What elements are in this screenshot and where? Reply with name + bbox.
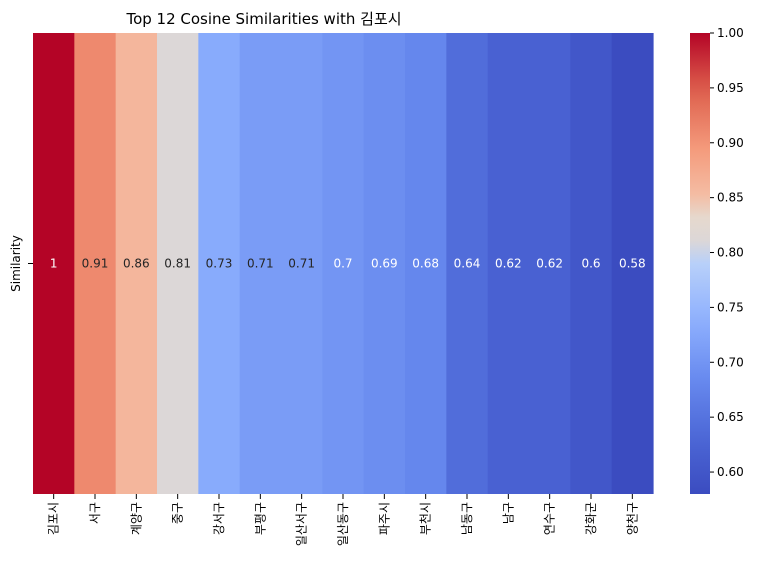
chart-title: Top 12 Cosine Similarities with 김포시: [125, 10, 401, 28]
cell-annotation: 1: [50, 257, 58, 271]
heatmap-cell: [239, 33, 282, 494]
x-tick-label: 일산서구: [295, 502, 309, 546]
x-tick-label: 강서구: [212, 502, 226, 535]
heatmap-cell: [322, 33, 365, 494]
colorbar-tick-label: 1.00: [717, 26, 744, 40]
colorbar-tick-label: 0.80: [717, 246, 744, 260]
x-tick-label: 계양구: [129, 502, 143, 535]
colorbar-tick-label: 0.95: [717, 81, 744, 95]
x-tick-label: 부평구: [253, 502, 267, 535]
heatmap-cell: [115, 33, 158, 494]
cell-annotation: 0.81: [164, 257, 191, 271]
x-tick-label: 파주시: [377, 502, 391, 535]
x-axis: 김포시 서구 계양구 중구 강서구 부평구 일산서구 일산동구 파주시 부천시 남동구 남구 연수구 강화…: [47, 494, 639, 546]
cell-annotation: 0.64: [454, 257, 481, 271]
heatmap-cell: [74, 33, 117, 494]
x-tick-label: 양천구: [624, 502, 639, 535]
cell-annotation: 0.69: [371, 257, 398, 271]
colorbar-gradient: [690, 33, 710, 494]
cell-annotations: 1 0.91 0.86 0.81 0.73 0.71 0.71 0.7 0.69 0.68 0.64…: [50, 257, 646, 271]
cell-annotation: 0.58: [619, 257, 646, 271]
row-label-similarity: Similarity: [9, 235, 23, 292]
heatmap-cell: [33, 33, 75, 494]
x-tick-label: 부천시: [418, 502, 433, 535]
x-tick-label: 강화군: [584, 502, 598, 535]
colorbar-tick-label: 0.85: [717, 191, 744, 205]
colorbar-tick-label: 0.65: [717, 410, 744, 424]
cell-annotation: 0.73: [206, 257, 233, 271]
cell-annotation: 0.62: [495, 257, 522, 271]
heatmap-cell: [611, 33, 654, 494]
heatmap-cells: [33, 33, 654, 494]
colorbar: 0.60 0.65 0.70 0.75 0.80 0.85 0.90 0.95 1.00: [690, 26, 744, 494]
heatmap-cell: [529, 33, 571, 494]
x-tick-label: 서구: [88, 502, 102, 524]
cell-annotation: 0.71: [288, 257, 315, 271]
heatmap-cell: [157, 33, 199, 494]
heatmap-cell: [446, 33, 489, 494]
cell-annotation: 0.71: [247, 257, 274, 271]
heatmap-cell: [281, 33, 323, 494]
heatmap-cell: [570, 33, 613, 494]
cell-annotation: 0.62: [536, 257, 563, 271]
x-tick-label: 김포시: [47, 502, 61, 535]
cell-annotation: 0.6: [581, 257, 600, 271]
colorbar-tick-label: 0.90: [717, 136, 744, 150]
colorbar-tick-label: 0.70: [717, 355, 744, 369]
heatmap-cell: [363, 33, 406, 494]
heatmap-cell: [405, 33, 447, 494]
colorbar-tick-label: 0.60: [717, 465, 744, 479]
heatmap-cell: [487, 33, 530, 494]
x-tick-label: 남구: [501, 502, 515, 524]
x-tick-label: 중구: [171, 502, 185, 524]
cell-annotation: 0.68: [412, 257, 439, 271]
x-tick-label: 일산동구: [336, 502, 350, 546]
cell-annotation: 0.91: [82, 257, 109, 271]
heatmap-cell: [198, 33, 241, 494]
colorbar-tick-label: 0.75: [717, 300, 744, 314]
cell-annotation: 0.86: [123, 257, 150, 271]
cell-annotation: 0.7: [333, 257, 352, 271]
x-tick-label: 연수구: [543, 502, 557, 535]
x-tick-label: 남동구: [460, 502, 474, 535]
